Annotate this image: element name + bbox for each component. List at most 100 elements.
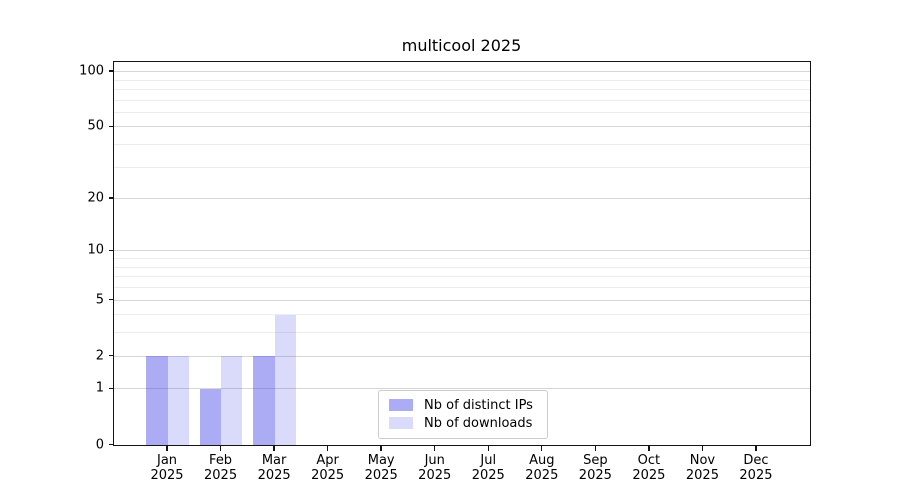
x-tick-mark	[219, 446, 222, 451]
plot-area	[113, 61, 811, 446]
bar-nb-of-distinct-ips-jan	[146, 356, 168, 445]
gridline-minor	[114, 144, 810, 146]
y-tick-mark	[108, 249, 114, 252]
y-tick-label: 1	[95, 380, 104, 396]
x-tick-month: May	[367, 453, 395, 468]
gridline-minor	[114, 111, 810, 113]
y-tick-label: 2	[95, 348, 104, 364]
y-tick-label: 20	[87, 190, 104, 206]
y-tick-mark	[108, 298, 114, 301]
y-tick-mark	[108, 443, 114, 446]
x-tick-month: Jan	[157, 453, 178, 468]
x-tick-mark	[326, 446, 329, 451]
x-tick-mark	[541, 446, 543, 451]
y-tick-mark	[108, 197, 114, 199]
x-tick-mark	[755, 446, 757, 451]
x-tick-label-aug: Aug 2025	[502, 453, 582, 483]
x-tick-month: Apr	[316, 453, 339, 468]
x-tick-year: 2025	[418, 468, 452, 483]
y-tick-label: 0	[95, 437, 104, 452]
x-tick-label-apr: Apr 2025	[288, 453, 368, 483]
y-tick-label: 100	[79, 63, 104, 79]
x-tick-mark	[273, 446, 275, 451]
x-tick-label-jun: Jun 2025	[395, 453, 475, 483]
gridline-minor	[114, 88, 810, 90]
x-tick-year: 2025	[685, 468, 719, 483]
x-tick-year: 2025	[739, 468, 773, 483]
x-tick-label-sep: Sep 2025	[555, 453, 635, 483]
gridline-minor	[114, 266, 810, 268]
bars-layer	[114, 62, 810, 445]
x-tick-year: 2025	[150, 468, 184, 483]
chart-title: multicool 2025	[401, 36, 522, 55]
x-tick-month: Nov	[689, 453, 716, 468]
x-tick-label-dec: Dec 2025	[716, 453, 796, 483]
x-tick-mark	[594, 446, 597, 451]
x-tick-mark	[487, 446, 489, 451]
gridline-minor	[114, 287, 810, 289]
legend-label: Nb of distinct IPs	[424, 397, 533, 413]
x-tick-year: 2025	[578, 468, 612, 483]
x-tick-label-jul: Jul 2025	[448, 453, 528, 483]
x-tick-mark	[166, 446, 168, 451]
x-tick-label-may: May 2025	[341, 453, 421, 483]
gridline-major	[114, 198, 810, 200]
y-tick-mark	[108, 387, 114, 390]
x-tick-label-feb: Feb 2025	[181, 453, 261, 483]
grid-layer	[114, 62, 810, 445]
legend-swatch	[389, 417, 413, 429]
gridline-minor	[114, 276, 810, 278]
y-tick-label: 50	[87, 118, 104, 134]
legend: Nb of distinct IPs Nb of downloads	[378, 390, 548, 439]
bar-nb-of-downloads-jan	[167, 356, 189, 445]
x-tick-month: Oct	[637, 453, 661, 468]
x-tick-label-mar: Mar 2025	[234, 453, 314, 483]
bar-nb-of-downloads-feb	[221, 356, 243, 445]
gridline-major	[114, 126, 810, 128]
gridline-minor	[114, 79, 810, 81]
gridline-major	[114, 71, 810, 73]
gridline-minor	[114, 332, 810, 334]
x-tick-month: Sep	[583, 453, 608, 468]
x-tick-label-oct: Oct 2025	[609, 453, 689, 483]
legend-row: Nb of downloads	[379, 414, 547, 432]
legend-row: Nb of distinct IPs	[379, 396, 547, 414]
y-tick-label: 10	[87, 242, 104, 258]
x-tick-year: 2025	[257, 468, 291, 483]
x-tick-month: Jul	[480, 453, 497, 468]
bar-nb-of-distinct-ips-mar	[253, 356, 275, 445]
x-tick-mark	[701, 446, 704, 451]
gridline-major	[114, 355, 810, 357]
gridline-minor	[114, 258, 810, 260]
y-tick-mark	[108, 70, 114, 72]
x-tick-mark	[380, 446, 382, 451]
bar-nb-of-distinct-ips-feb	[199, 388, 222, 445]
x-tick-month: Dec	[743, 453, 769, 468]
bar-nb-of-downloads-mar	[274, 314, 296, 445]
legend-label: Nb of downloads	[424, 415, 533, 431]
gridline-minor	[114, 314, 810, 316]
x-tick-year: 2025	[525, 468, 559, 483]
x-tick-mark	[648, 446, 650, 451]
y-tick-mark	[108, 354, 114, 357]
x-tick-year: 2025	[364, 468, 398, 483]
x-tick-month: Mar	[261, 453, 287, 468]
gridline-major	[114, 250, 810, 252]
x-tick-year: 2025	[471, 468, 505, 483]
x-tick-mark	[434, 446, 436, 451]
x-tick-label-jan: Jan 2025	[127, 453, 207, 483]
x-tick-month: Jun	[424, 453, 445, 468]
x-tick-year: 2025	[632, 468, 666, 483]
y-tick-label: 5	[95, 292, 104, 308]
gridline-major	[114, 388, 810, 390]
x-tick-month: Feb	[209, 453, 233, 468]
gridline-major	[114, 299, 810, 301]
x-tick-month: Aug	[529, 453, 555, 468]
y-tick-mark	[108, 125, 114, 128]
legend-swatch	[389, 399, 413, 411]
x-tick-year: 2025	[204, 468, 238, 483]
x-tick-label-nov: Nov 2025	[662, 453, 742, 483]
x-tick-year: 2025	[311, 468, 345, 483]
gridline-minor	[114, 166, 810, 168]
